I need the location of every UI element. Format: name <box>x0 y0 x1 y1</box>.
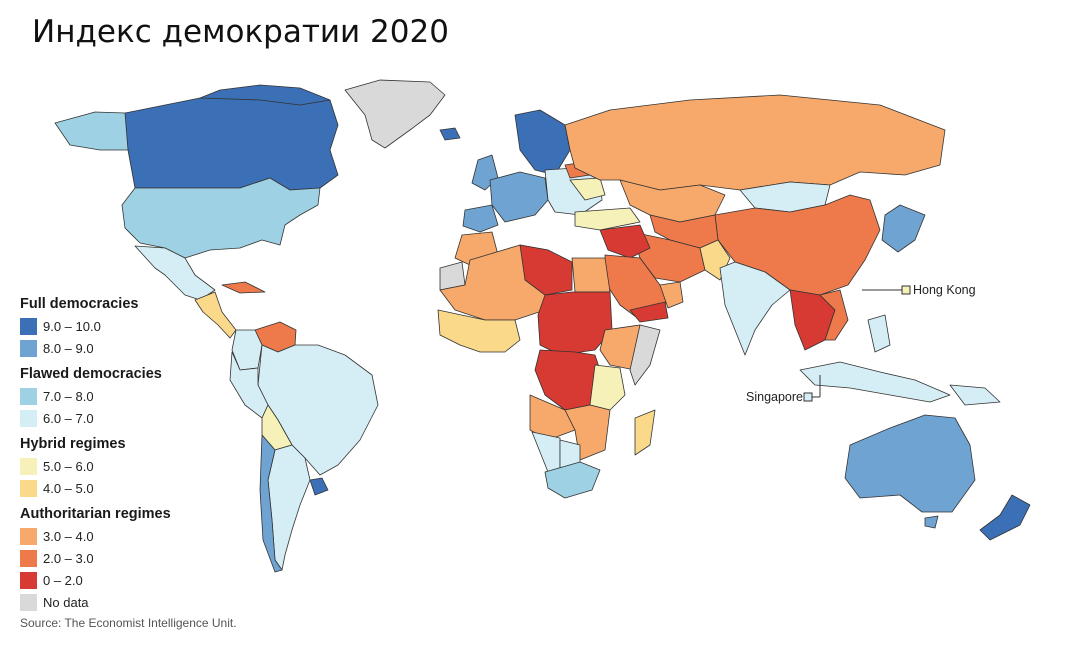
hong-kong-marker <box>901 285 911 295</box>
legend-group-full: Full democracies 9.0 – 10.0 8.0 – 9.0 <box>20 296 240 359</box>
region-libya <box>519 244 573 296</box>
legend-swatch <box>20 457 37 475</box>
region-philippines <box>867 314 891 353</box>
region-angola <box>529 394 576 441</box>
legend-heading-auth: Authoritarian regimes <box>20 506 171 522</box>
legend-label: 0 – 2.0 <box>43 572 83 588</box>
legend-item: 7.0 – 8.0 <box>20 385 240 407</box>
legend-group-hybrid: Hybrid regimes 5.0 – 6.0 4.0 – 5.0 <box>20 436 240 499</box>
legend: Full democracies 9.0 – 10.0 8.0 – 9.0 Fl… <box>20 296 240 620</box>
map-title: Индекс демократии 2020 <box>32 14 449 50</box>
legend-label: No data <box>43 594 89 610</box>
legend-swatch <box>20 527 37 545</box>
region-scandinavia <box>514 109 571 176</box>
region-somalia <box>629 324 661 386</box>
region-png <box>949 384 1001 406</box>
legend-label: 9.0 – 10.0 <box>43 318 101 334</box>
legend-label: 7.0 – 8.0 <box>43 388 94 404</box>
region-madagascar <box>634 409 656 456</box>
legend-swatch <box>20 593 37 611</box>
region-chile <box>259 434 283 573</box>
legend-swatch <box>20 387 37 405</box>
region-uruguay <box>309 477 329 496</box>
legend-swatch <box>20 479 37 497</box>
legend-label: 6.0 – 7.0 <box>43 410 94 426</box>
legend-item-no-data: No data <box>20 591 240 613</box>
region-canada <box>124 91 339 191</box>
region-indonesia <box>799 361 951 403</box>
region-vietnam <box>819 289 849 341</box>
region-syria-iraq <box>599 224 651 259</box>
legend-item: 9.0 – 10.0 <box>20 315 240 337</box>
singapore-marker <box>803 392 813 402</box>
legend-heading-hybrid: Hybrid regimes <box>20 436 126 452</box>
region-west-africa <box>437 309 521 353</box>
region-namibia <box>531 431 561 473</box>
legend-swatch <box>20 549 37 567</box>
region-sudan-chad <box>537 291 613 356</box>
legend-heading-full: Full democracies <box>20 296 139 312</box>
singapore-label: Singapore <box>746 390 803 404</box>
hong-kong-label: Hong Kong <box>913 283 976 297</box>
legend-label: 3.0 – 4.0 <box>43 528 94 544</box>
region-western-europe <box>489 171 549 223</box>
region-russia <box>564 94 946 191</box>
legend-label: 2.0 – 3.0 <box>43 550 94 566</box>
region-oman <box>659 281 684 309</box>
region-yemen <box>629 301 669 323</box>
region-ukraine <box>569 177 606 201</box>
region-india <box>719 261 791 356</box>
legend-swatch <box>20 317 37 335</box>
region-south-africa <box>544 461 601 499</box>
legend-group-flawed: Flawed democracies 7.0 – 8.0 6.0 – 7.0 <box>20 366 240 429</box>
region-tasmania <box>924 515 939 529</box>
region-cuba <box>221 281 266 294</box>
legend-group-auth: Authoritarian regimes 3.0 – 4.0 2.0 – 3.… <box>20 506 240 613</box>
legend-item: 0 – 2.0 <box>20 569 240 591</box>
legend-item: 4.0 – 5.0 <box>20 477 240 499</box>
legend-label: 5.0 – 6.0 <box>43 458 94 474</box>
source-note: Source: The Economist Intelligence Unit. <box>20 616 237 630</box>
region-central-america <box>194 291 237 339</box>
legend-swatch <box>20 339 37 357</box>
legend-item: 2.0 – 3.0 <box>20 547 240 569</box>
legend-item: 8.0 – 9.0 <box>20 337 240 359</box>
legend-label: 4.0 – 5.0 <box>43 480 94 496</box>
region-egypt <box>571 257 611 293</box>
legend-swatch <box>20 571 37 589</box>
region-australia <box>844 414 976 513</box>
legend-label: 8.0 – 9.0 <box>43 340 94 356</box>
legend-swatch <box>20 409 37 427</box>
region-new-zealand <box>979 494 1031 541</box>
region-east-africa <box>589 364 626 411</box>
legend-heading-flawed: Flawed democracies <box>20 366 162 382</box>
region-usa <box>121 177 321 259</box>
region-iberia <box>462 204 499 233</box>
region-turkey <box>574 207 641 231</box>
legend-item: 6.0 – 7.0 <box>20 407 240 429</box>
region-southern-africa-mid <box>564 404 611 461</box>
region-greenland <box>344 79 446 149</box>
legend-item: 5.0 – 6.0 <box>20 455 240 477</box>
region-mexico <box>134 245 216 301</box>
region-canada-arctic <box>199 84 331 106</box>
region-iceland <box>439 127 461 141</box>
region-korea-japan <box>881 204 926 253</box>
legend-item: 3.0 – 4.0 <box>20 525 240 547</box>
